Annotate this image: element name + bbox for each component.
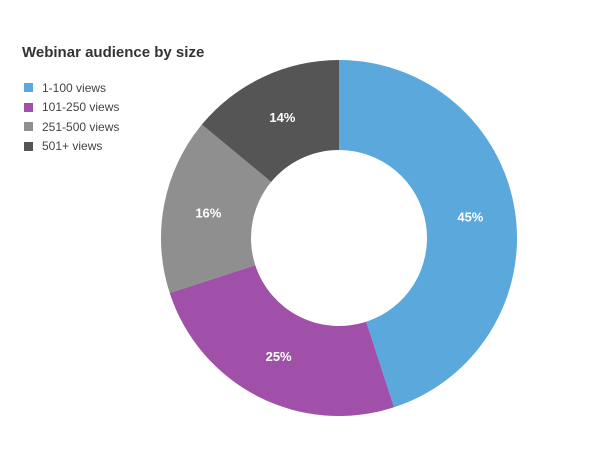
legend-label: 251-500 views	[42, 119, 120, 134]
legend-swatch	[24, 122, 33, 132]
legend-label: 101-250 views	[42, 100, 120, 115]
donut-slice	[161, 124, 272, 294]
legend-item: 1-100 views	[24, 78, 119, 98]
legend-item: 251-500 views	[24, 117, 119, 137]
slice-value-label: 25%	[266, 349, 292, 364]
donut-slice	[201, 60, 339, 182]
slice-value-label: 45%	[457, 210, 483, 225]
legend-item: 101-250 views	[24, 98, 119, 118]
legend-swatch	[24, 83, 33, 93]
chart-title: Webinar audience by size	[22, 44, 205, 61]
donut-slice	[339, 60, 517, 408]
legend-item: 501+ views	[24, 137, 119, 157]
legend-label: 1-100 views	[42, 80, 107, 95]
chart-legend: 1-100 views 101-250 views 251-500 views 501…	[24, 78, 119, 156]
slice-value-label: 16%	[195, 206, 221, 221]
donut-slice	[169, 265, 395, 416]
legend-swatch	[24, 102, 33, 112]
slice-value-label: 14%	[269, 110, 295, 125]
legend-swatch	[24, 141, 33, 151]
legend-label: 501+ views	[42, 139, 103, 154]
